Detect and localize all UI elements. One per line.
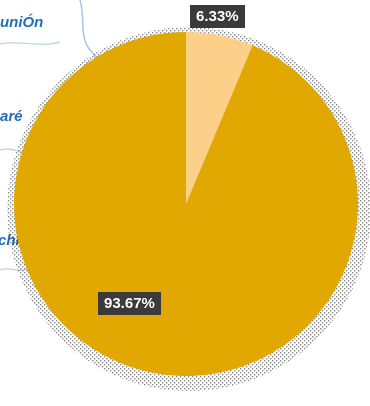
pie-slices <box>13 32 359 376</box>
slice-data-label: 6.33% <box>190 5 245 28</box>
map-place-label: aré <box>0 108 23 125</box>
map-place-label: uniÓn <box>0 14 44 31</box>
map-boundary-line <box>0 41 61 45</box>
pie-slice <box>186 32 253 204</box>
slice-data-label: 93.67% <box>98 292 161 315</box>
pie-slice <box>13 32 359 376</box>
